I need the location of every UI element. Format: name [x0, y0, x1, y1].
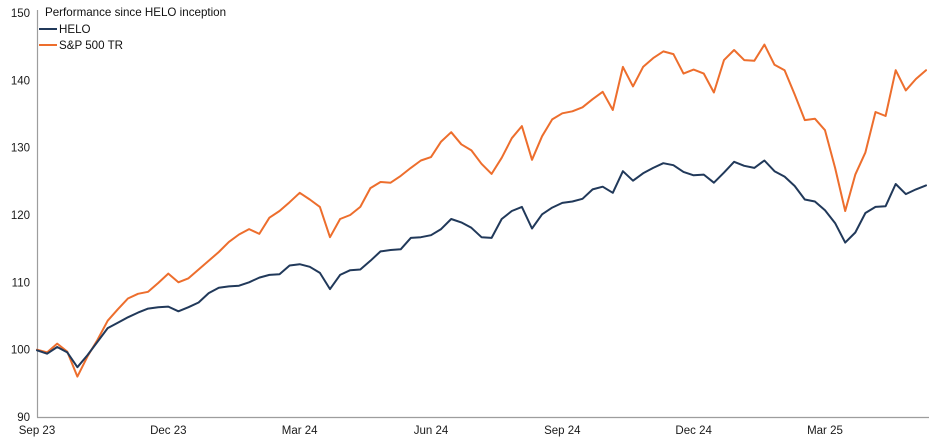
helo-line-swatch [39, 27, 57, 31]
y-tick-label: 130 [11, 143, 30, 155]
x-tick-label: Sep 23 [19, 425, 55, 437]
y-tick-label: 100 [11, 345, 30, 357]
x-tick-label: Dec 24 [675, 425, 712, 437]
legend-label-sp500: S&P 500 TR [59, 38, 124, 52]
chart-title: Performance since HELO inception [45, 6, 227, 19]
y-tick-label: 110 [12, 277, 30, 289]
x-tick-label: Jun 24 [414, 425, 449, 437]
legend-item-helo: HELO [39, 21, 226, 37]
y-tick-label: 140 [11, 75, 30, 87]
x-tick-label: Mar 24 [282, 425, 318, 437]
x-tick-label: Sep 24 [544, 425, 581, 437]
legend: HELO S&P 500 TR [39, 21, 226, 53]
chart-header: Performance since HELO inception HELO S&… [39, 5, 226, 53]
y-tick-label: 150 [11, 8, 30, 20]
y-tick-label: 120 [11, 210, 30, 222]
legend-item-sp500: S&P 500 TR [39, 37, 226, 53]
x-tick-label: Mar 25 [807, 425, 843, 437]
x-tick-label: Dec 23 [150, 425, 186, 437]
y-tick-label: 90 [17, 412, 30, 424]
legend-label-helo: HELO [59, 22, 91, 36]
series-lines [36, 43, 927, 378]
sp500-line-swatch [39, 43, 57, 47]
y-axis-tick-labels: 90 100 110 120 130 140 150 [11, 8, 30, 424]
series-line-s-p-500-tr [36, 43, 927, 378]
series-line-helo [36, 159, 927, 369]
x-axis-tick-labels: Sep 23 Dec 23 Mar 24 Jun 24 Sep 24 Dec 24 Mar … [19, 425, 843, 437]
